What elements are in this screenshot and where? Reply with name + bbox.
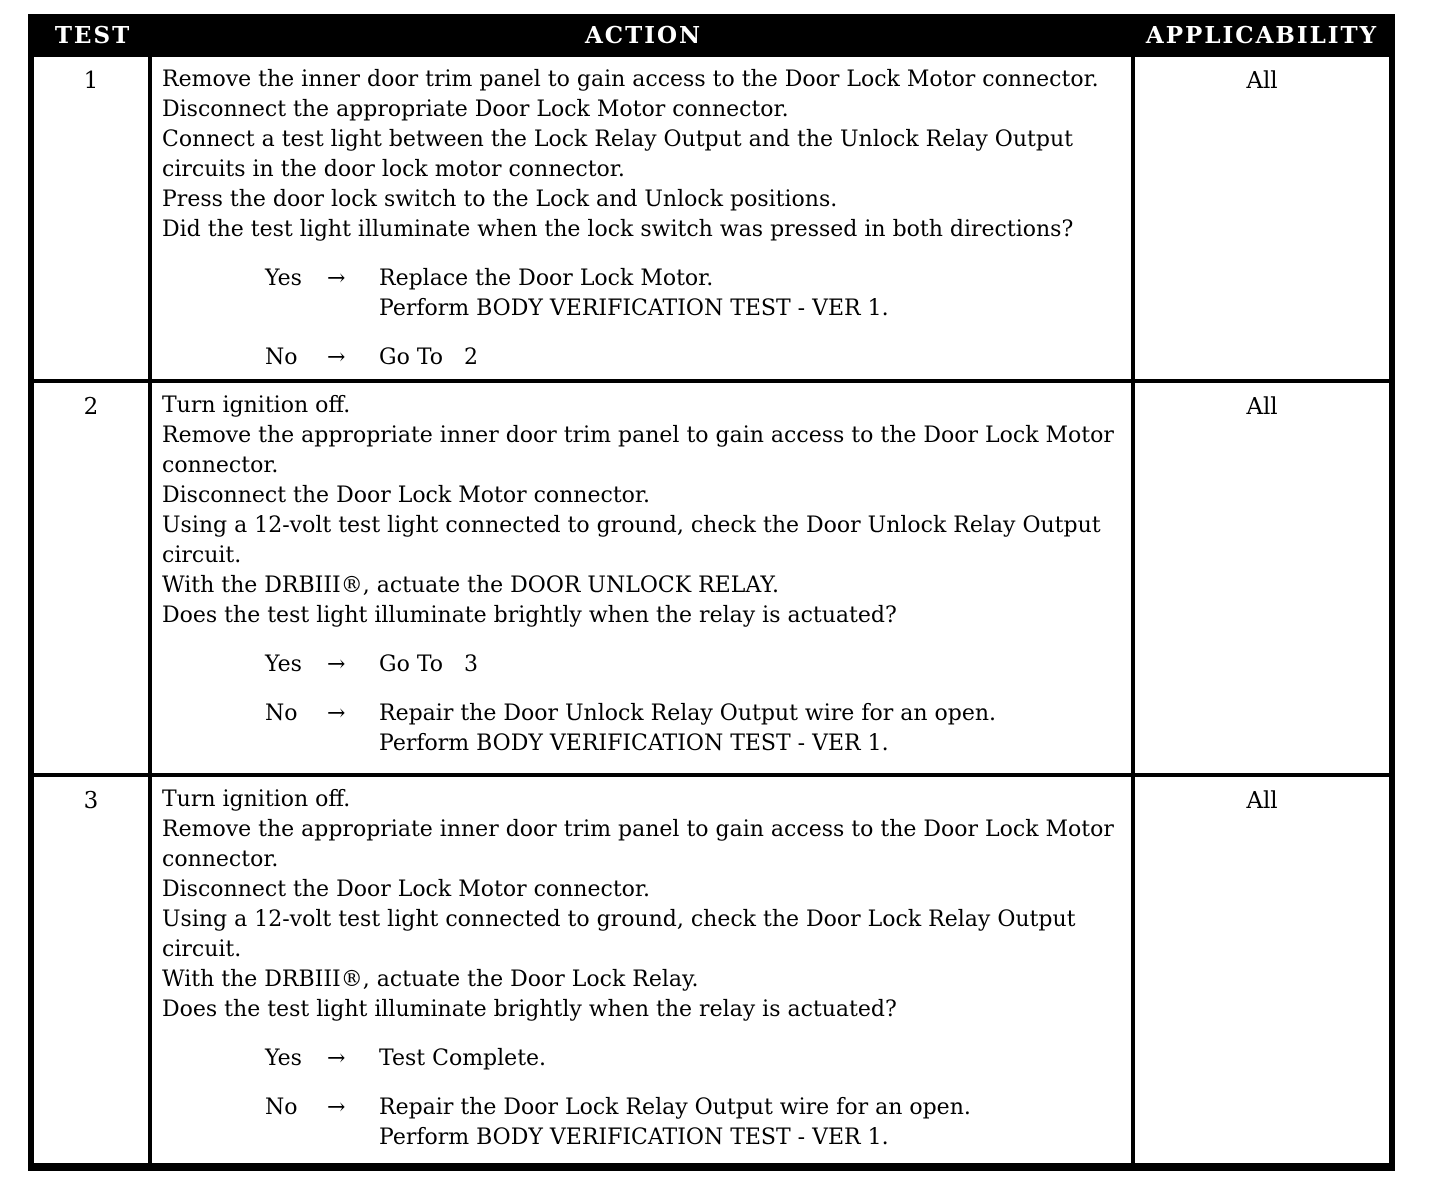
instruction-line: Does the test light illuminate brightly … xyxy=(162,603,897,628)
test-number: 1 xyxy=(83,68,99,94)
instruction-line: Did the test light illuminate when the l… xyxy=(162,217,1074,242)
test-number: 3 xyxy=(83,788,99,814)
branch-label: No xyxy=(265,1095,298,1120)
test-number: 2 xyxy=(83,394,99,420)
branch-yes: Yes → Go To 3 xyxy=(265,650,1125,680)
right-arrow-icon: → xyxy=(327,652,346,677)
test-number-cell: 1 xyxy=(34,57,152,379)
right-arrow-icon: → xyxy=(327,1046,346,1071)
branch-results: Go To 3 xyxy=(379,650,1125,680)
table-row-test-3: 3 Turn ignition off. Remove the appropri… xyxy=(34,777,1389,1163)
table-row-test-2: 2 Turn ignition off. Remove the appropri… xyxy=(34,383,1389,777)
branch-results: Repair the Door Unlock Relay Output wire… xyxy=(379,699,1125,759)
instruction-line: With the DRBIII®, actuate the DOOR UNLOC… xyxy=(162,573,780,598)
instruction-line: Turn ignition off. xyxy=(162,787,351,812)
right-arrow-icon: → xyxy=(327,266,346,291)
applicability-cell: All xyxy=(1135,383,1389,773)
branch-no: No → Repair the Door Lock Relay Output w… xyxy=(265,1093,1125,1153)
applicability-value: All xyxy=(1246,788,1278,814)
branch-results: Repair the Door Lock Relay Output wire f… xyxy=(379,1093,1125,1153)
instruction-line: Press the door lock switch to the Lock a… xyxy=(162,187,838,212)
instruction-line: With the DRBIII®, actuate the Door Lock … xyxy=(162,967,699,992)
header-applicability: APPLICABILITY xyxy=(1145,22,1379,49)
branch-result-line: Repair the Door Lock Relay Output wire f… xyxy=(379,1095,971,1120)
branch-label: No xyxy=(265,701,298,726)
applicability-cell: All xyxy=(1135,57,1389,379)
right-arrow-icon: → xyxy=(327,345,346,370)
branch-yes: Yes → Test Complete. xyxy=(265,1044,1125,1074)
instruction-line: Connect a test light between the Lock Re… xyxy=(162,127,1073,182)
branch-no: No → Repair the Door Unlock Relay Output… xyxy=(265,699,1125,759)
branch-yes: Yes → Replace the Door Lock Motor. Perfo… xyxy=(265,264,1125,324)
instruction-line: Disconnect the Door Lock Motor connector… xyxy=(162,483,650,508)
test-number-cell: 3 xyxy=(34,777,152,1163)
branch-label: Yes xyxy=(265,266,302,291)
branch-no: No → Go To 2 xyxy=(265,343,1125,373)
branch-result-line: Perform BODY VERIFICATION TEST - VER 1. xyxy=(379,731,889,756)
branch-results: Replace the Door Lock Motor. Perform BOD… xyxy=(379,264,1125,324)
instruction-line: Disconnect the Door Lock Motor connector… xyxy=(162,877,650,902)
instruction-line: Does the test light illuminate brightly … xyxy=(162,997,897,1022)
branch-result-line: Go To 2 xyxy=(379,345,478,370)
branch-result-line: Perform BODY VERIFICATION TEST - VER 1. xyxy=(379,1125,889,1150)
instruction-line: Turn ignition off. xyxy=(162,393,351,418)
instruction-line: Remove the inner door trim panel to gain… xyxy=(162,67,1099,92)
table-row-test-1: 1 Remove the inner door trim panel to ga… xyxy=(34,57,1389,383)
instruction-line: Using a 12-volt test light connected to … xyxy=(162,513,1101,568)
right-arrow-icon: → xyxy=(327,1095,346,1120)
branch-label: No xyxy=(265,345,298,370)
right-arrow-icon: → xyxy=(327,701,346,726)
header-action: ACTION xyxy=(584,22,703,49)
branch-result-line: Replace the Door Lock Motor. xyxy=(379,266,714,291)
branch-results: Go To 2 xyxy=(379,343,1125,373)
branch-results: Test Complete. xyxy=(379,1044,1125,1074)
instruction-line: Using a 12-volt test light connected to … xyxy=(162,907,1076,962)
branch-result-line: Perform BODY VERIFICATION TEST - VER 1. xyxy=(379,296,889,321)
instruction-line: Remove the appropriate inner door trim p… xyxy=(162,817,1114,872)
branch-result-line: Repair the Door Unlock Relay Output wire… xyxy=(379,701,996,726)
action-cell: Remove the inner door trim panel to gain… xyxy=(152,57,1135,379)
branch-label: Yes xyxy=(265,1046,302,1071)
applicability-cell: All xyxy=(1135,777,1389,1163)
instruction-line: Remove the appropriate inner door trim p… xyxy=(162,423,1114,478)
applicability-value: All xyxy=(1246,394,1278,420)
table-header-row: TEST ACTION APPLICABILITY xyxy=(34,14,1389,57)
diagnostic-test-table: TEST ACTION APPLICABILITY 1 Remove the i… xyxy=(28,14,1395,1171)
branch-result-line: Go To 3 xyxy=(379,652,478,677)
header-test: TEST xyxy=(54,22,132,49)
test-number-cell: 2 xyxy=(34,383,152,773)
branch-result-line: Test Complete. xyxy=(379,1046,547,1071)
instruction-line: Disconnect the appropriate Door Lock Mot… xyxy=(162,97,789,122)
branch-label: Yes xyxy=(265,652,302,677)
applicability-value: All xyxy=(1246,68,1278,94)
action-cell: Turn ignition off. Remove the appropriat… xyxy=(152,777,1135,1163)
action-cell: Turn ignition off. Remove the appropriat… xyxy=(152,383,1135,773)
